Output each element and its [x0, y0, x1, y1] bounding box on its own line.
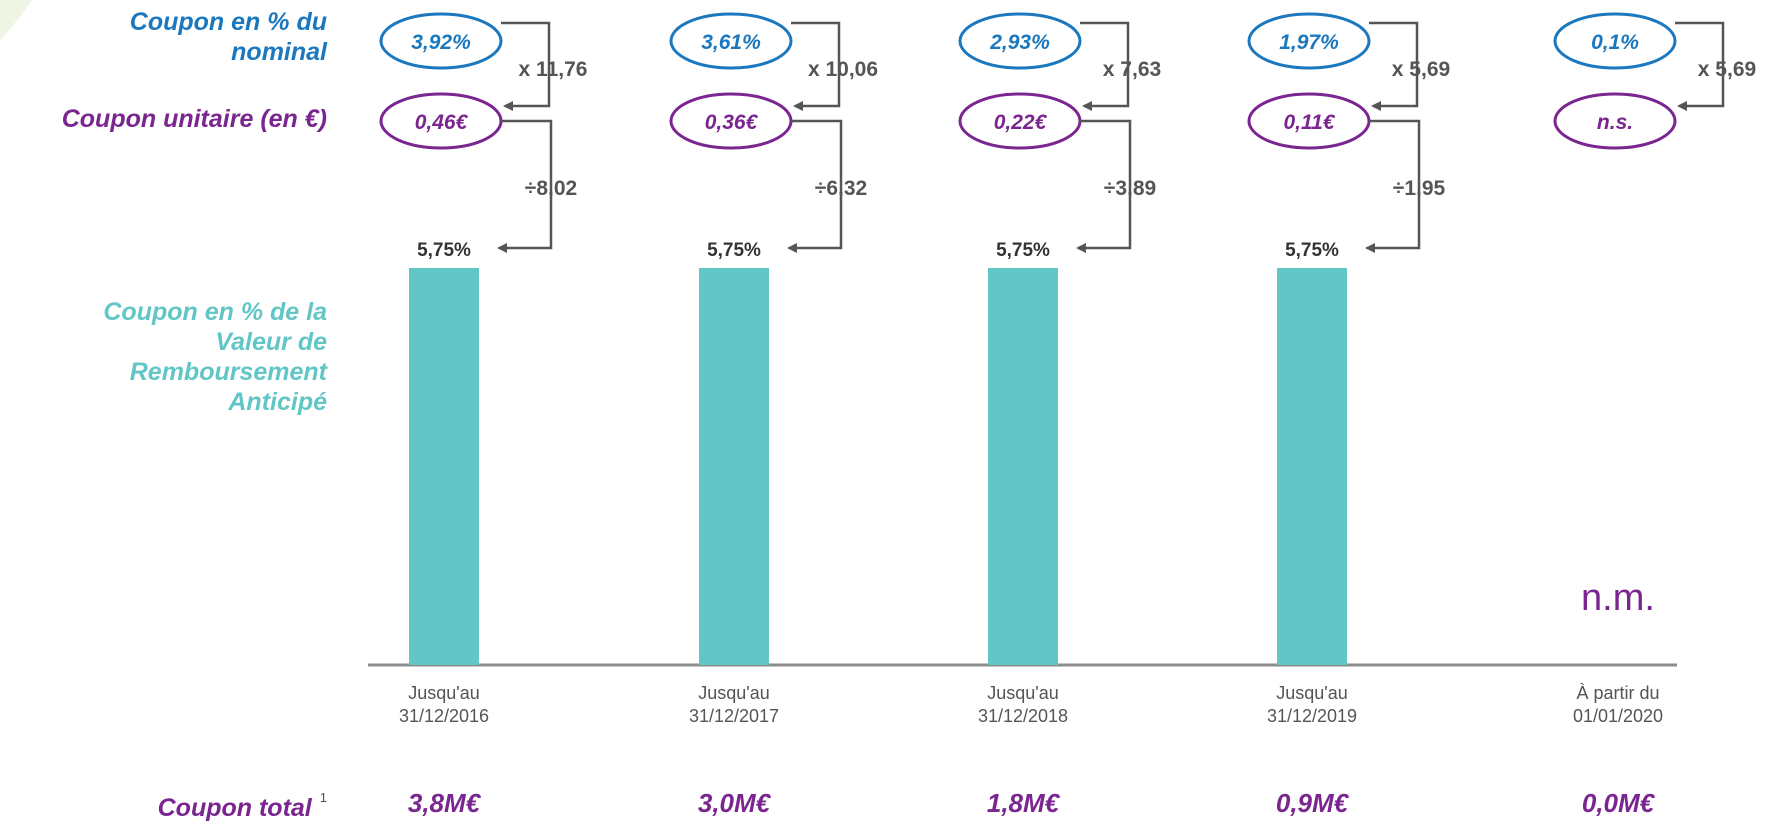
coupon-nominal-ellipse [1553, 12, 1677, 70]
multiplier-label: x 5,69 [1392, 58, 1450, 81]
coupon-nominal-value: 2,93% [989, 31, 1050, 54]
bar-value-label: 5,75% [707, 240, 761, 261]
coupon-unitaire-ellipse [1553, 92, 1677, 150]
bar-value-label: 5,75% [417, 240, 471, 261]
divisor-arrow [1365, 119, 1421, 253]
coupon-unitaire-value: 0,22€ [994, 111, 1048, 134]
coupon-total-value: 3,8M€ [408, 788, 482, 816]
row-label-coupon-valeur: Coupon en % de la Valeur de Remboursemen… [103, 298, 327, 416]
coupon-nominal-value: 3,61% [701, 31, 761, 54]
multiplier-label: x 10,06 [808, 58, 878, 81]
bar [988, 268, 1058, 665]
coupon-nominal-value: 0,1% [1591, 31, 1639, 54]
multiplier-label: x 7,63 [1103, 58, 1161, 81]
divisor-label: ÷6,32 [815, 177, 867, 200]
divisor-arrow [1076, 119, 1132, 253]
divisor-label: ÷8,02 [525, 177, 577, 200]
coupon-nominal-value: 1,97% [1279, 31, 1339, 54]
coupon-unitaire-value: 0,46€ [415, 111, 469, 134]
bar-value-label: 5,75% [1285, 240, 1339, 261]
category-label-line1: Jusqu'au [987, 683, 1059, 703]
category-label-line2: 31/12/2018 [978, 706, 1068, 726]
multiplier-arrow [1080, 21, 1130, 111]
bar [699, 268, 769, 665]
row-label-coupon-nominal: Coupon en % du nominal [129, 8, 327, 66]
coupon-total-value: 0,0M€ [1582, 788, 1656, 816]
category-label-line2: 01/01/2020 [1573, 706, 1663, 726]
coupon-nominal-value: 3,92% [411, 31, 471, 54]
coupon-nominal-ellipse [958, 12, 1082, 70]
bar [1277, 268, 1347, 665]
coupon-total-value: 3,0M€ [698, 788, 772, 816]
category-label-line1: À partir du [1576, 683, 1659, 703]
multiplier-arrow [1369, 21, 1419, 111]
coupon-nominal-ellipse [1247, 12, 1371, 70]
bar-value-label: 5,75% [996, 240, 1050, 261]
category-label-line2: 31/12/2017 [689, 706, 779, 726]
divisor-arrow [787, 119, 843, 253]
coupon-unitaire-value: 0,11€ [1284, 111, 1336, 134]
coupon-total-value: 1,8M€ [987, 788, 1061, 816]
divisor-label: ÷1,95 [1393, 177, 1446, 200]
bar-value-label: n.m. [1581, 577, 1655, 619]
divisor-label: ÷3,89 [1104, 177, 1156, 200]
divisor-arrow [497, 119, 553, 253]
category-label-line1: Jusqu'au [698, 683, 770, 703]
category-label-line2: 31/12/2016 [399, 706, 489, 726]
category-label-line2: 31/12/2019 [1267, 706, 1357, 726]
category-label-line1: Jusqu'au [408, 683, 480, 703]
coupon-unitaire-value: 0,36€ [705, 111, 759, 134]
coupon-unitaire-value: n.s. [1597, 111, 1633, 134]
multiplier-arrow [791, 21, 841, 111]
coupon-nominal-ellipse [379, 12, 503, 70]
multiplier-label: x 5,69 [1698, 58, 1756, 81]
coupon-total-value: 0,9M€ [1276, 788, 1350, 816]
category-label-line1: Jusqu'au [1276, 683, 1348, 703]
row-label-coupon-unitaire: Coupon unitaire (en €) [61, 105, 327, 133]
multiplier-arrow [1675, 21, 1725, 111]
coupon-nominal-ellipse [669, 12, 793, 70]
coupon-total-footnote: 1 [319, 790, 327, 805]
multiplier-label: x 11,76 [519, 58, 588, 81]
multiplier-arrow [501, 21, 551, 111]
bar [409, 268, 479, 665]
